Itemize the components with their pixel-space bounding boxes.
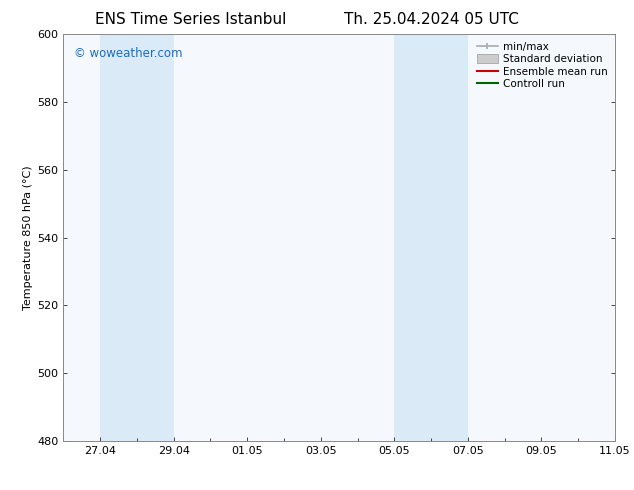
Bar [100, 34, 174, 441]
Text: ENS Time Series Istanbul: ENS Time Series Istanbul [94, 12, 286, 27]
Y-axis label: Temperature 850 hPa (°C): Temperature 850 hPa (°C) [23, 165, 33, 310]
Legend: min/max, Standard deviation, Ensemble mean run, Controll run: min/max, Standard deviation, Ensemble me… [475, 40, 610, 92]
Text: Th. 25.04.2024 05 UTC: Th. 25.04.2024 05 UTC [344, 12, 519, 27]
Text: © woweather.com: © woweather.com [74, 47, 183, 59]
Bar [394, 34, 468, 441]
